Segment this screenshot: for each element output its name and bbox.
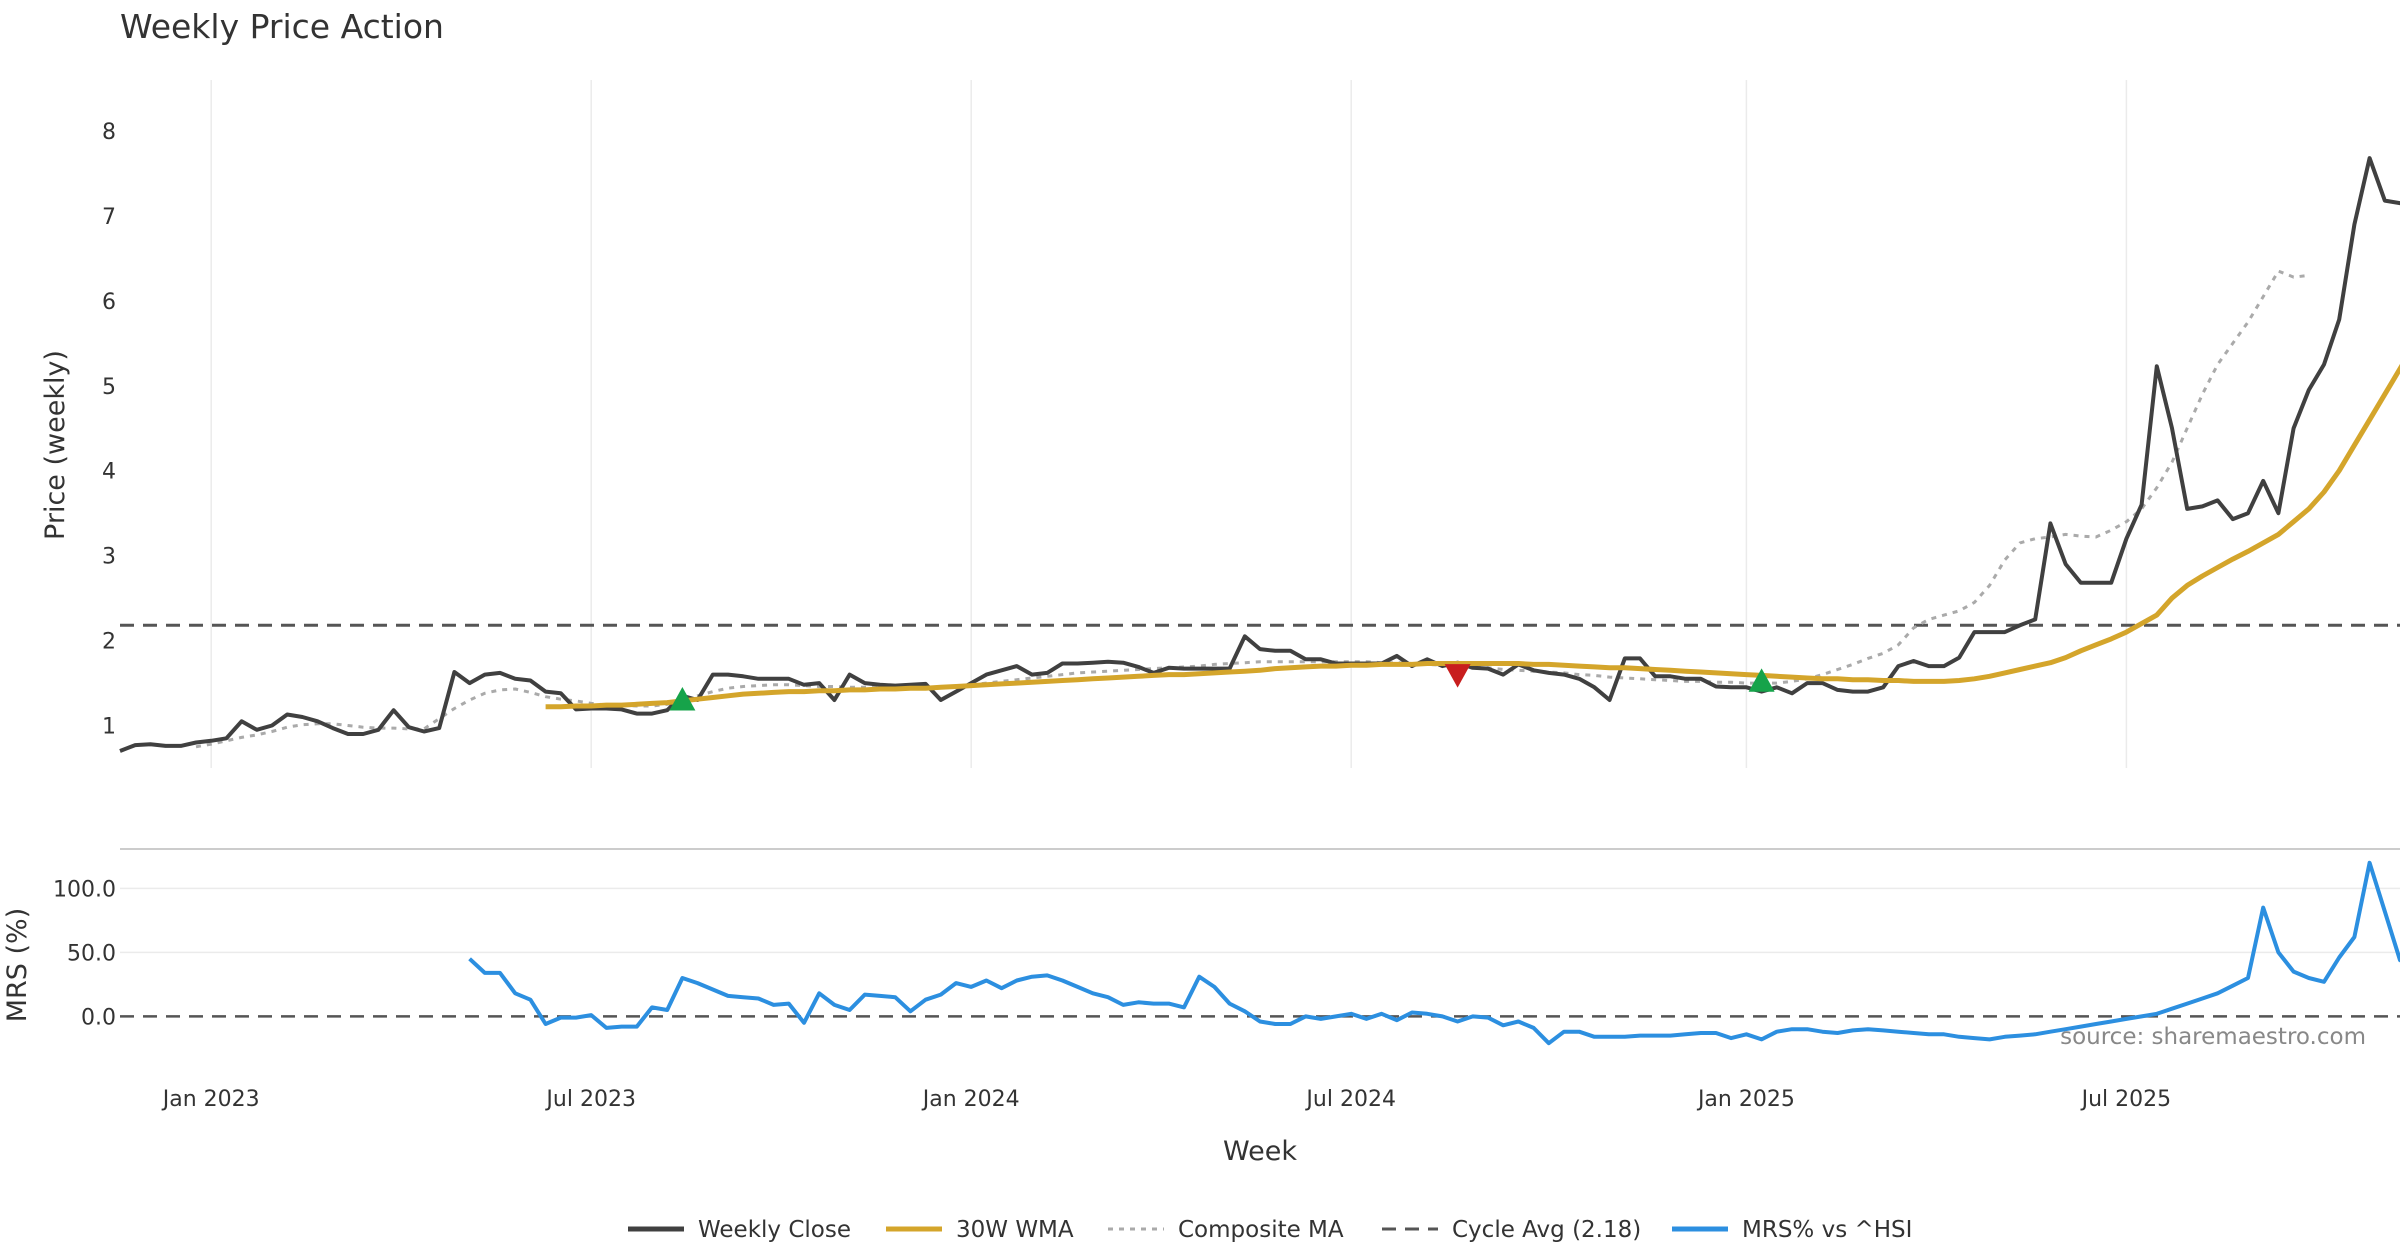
- legend-item: MRS% vs ^HSI: [1672, 1217, 1912, 1243]
- x-tick-label: Jan 2025: [1696, 1087, 1795, 1112]
- mrs-y-tick-label: 0.0: [81, 1005, 116, 1030]
- legend: Weekly Close 30W WMA Composite MA Cycle Avg…: [628, 1217, 1912, 1243]
- legend-label: MRS% vs ^HSI: [1742, 1217, 1912, 1243]
- price-y-tick-label: 3: [102, 545, 116, 570]
- chart-title: Weekly Price Action: [120, 7, 444, 46]
- mrs-y-tick-label: 50.0: [67, 941, 116, 966]
- legend-item: 30W WMA: [886, 1217, 1074, 1243]
- price-axis-title: Price (weekly): [40, 350, 71, 540]
- legend-item: Weekly Close: [628, 1217, 851, 1243]
- price-y-tick-label: 5: [102, 375, 116, 400]
- buy-signal-marker: [669, 687, 696, 711]
- legend-label: 30W WMA: [956, 1217, 1074, 1243]
- buy-signal-marker: [1748, 668, 1775, 692]
- price-panel: 1 2 3 4 5 6 7 8: [102, 120, 2400, 753]
- grid-lines: [120, 80, 2400, 850]
- legend-item: Composite MA: [1108, 1217, 1344, 1243]
- price-y-tick-label: 6: [102, 290, 116, 315]
- legend-label: Weekly Close: [698, 1217, 851, 1243]
- mrs-axis-title: MRS (%): [2, 908, 33, 1023]
- x-tick-labels: Jan 2023 Jul 2023 Jan 2024 Jul 2024 Jan 2025…: [161, 1087, 2171, 1112]
- x-tick-label: Jan 2023: [161, 1087, 260, 1112]
- legend-item: Cycle Avg (2.18): [1382, 1217, 1641, 1243]
- legend-label: Composite MA: [1178, 1217, 1344, 1243]
- source-note: source: sharemaestro.com: [2060, 1024, 2366, 1050]
- x-tick-label: Jul 2025: [2080, 1087, 2172, 1112]
- mrs-line: [468, 860, 2400, 1046]
- x-tick-label: Jan 2024: [921, 1087, 1020, 1112]
- wma-30w-line: [545, 363, 2400, 710]
- mrs-y-tick-label: 100.0: [53, 877, 116, 902]
- mrs-panel: 0.0 50.0 100.0: [53, 860, 2400, 1046]
- x-tick-label: Jul 2023: [544, 1087, 636, 1112]
- price-y-tick-label: 1: [102, 715, 116, 740]
- price-y-tick-label: 8: [102, 120, 116, 145]
- x-axis-title: Week: [1223, 1136, 1297, 1167]
- price-y-tick-label: 2: [102, 630, 116, 655]
- weekly-close-line: [119, 156, 2400, 753]
- composite-ma-line: [195, 269, 2309, 749]
- sell-signal-marker: [1444, 664, 1471, 688]
- x-tick-label: Jul 2024: [1304, 1087, 1396, 1112]
- price-y-tick-label: 4: [102, 460, 116, 485]
- legend-label: Cycle Avg (2.18): [1452, 1217, 1641, 1243]
- price-y-tick-label: 7: [102, 205, 116, 230]
